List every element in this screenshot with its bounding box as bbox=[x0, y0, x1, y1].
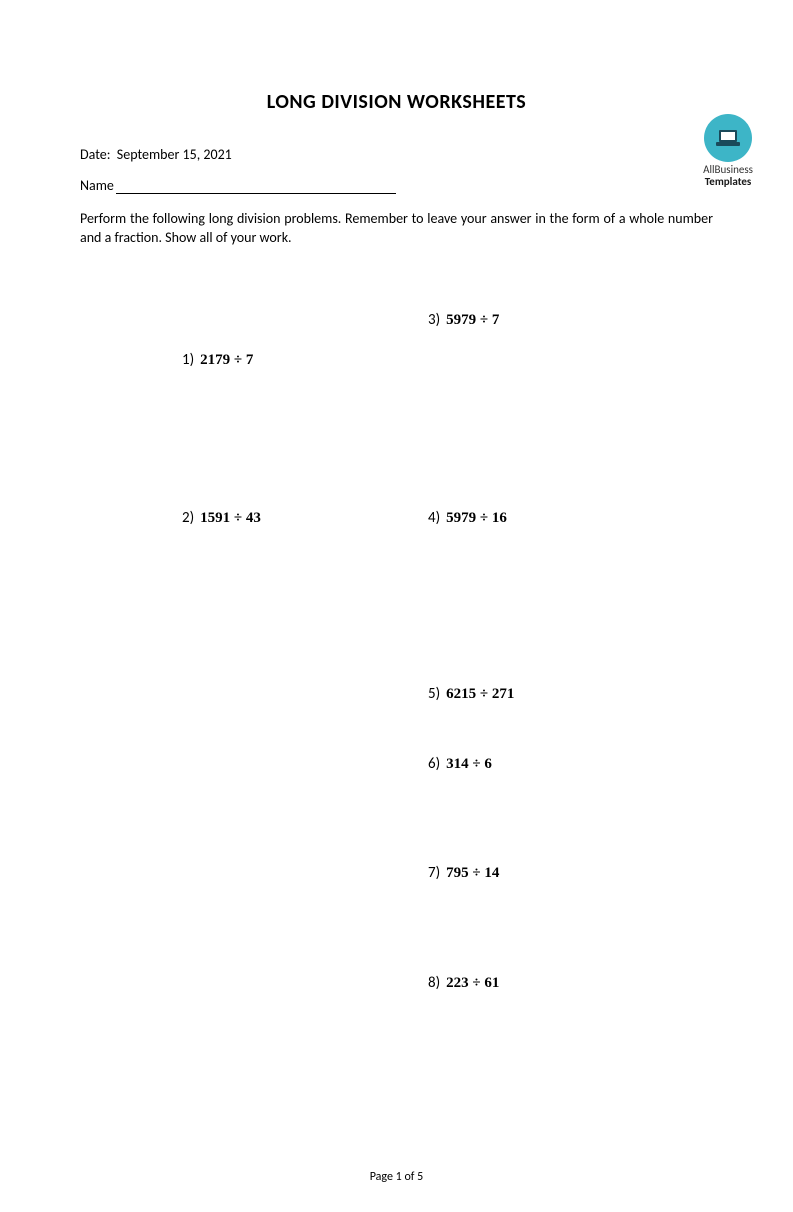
page-footer: Page 1 of 5 bbox=[0, 1170, 793, 1184]
problem-8: 8) 223 ÷ 61 bbox=[428, 974, 499, 992]
problem-expression: 5979 ÷ 16 bbox=[446, 510, 507, 526]
problem-number: 5) bbox=[428, 685, 440, 703]
logo-line1: AllBusiness bbox=[703, 163, 753, 176]
problem-number: 7) bbox=[428, 864, 440, 882]
date-value: September 15, 2021 bbox=[117, 146, 232, 163]
meta-section: Date: September 15, 2021 Name bbox=[80, 146, 713, 194]
problem-number: 4) bbox=[428, 509, 440, 527]
problem-number: 1) bbox=[182, 351, 194, 369]
problem-6: 6) 314 ÷ 6 bbox=[428, 755, 492, 773]
name-line: Name bbox=[80, 177, 713, 194]
problem-number: 3) bbox=[428, 311, 440, 329]
problem-expression: 314 ÷ 6 bbox=[446, 756, 492, 772]
problem-expression: 5979 ÷ 7 bbox=[446, 312, 499, 328]
logo-circle bbox=[704, 114, 752, 162]
problem-1: 1) 2179 ÷ 7 bbox=[182, 351, 253, 369]
page-title: LONG DIVISION WORKSHEETS bbox=[0, 90, 793, 114]
problem-number: 6) bbox=[428, 755, 440, 773]
laptop-icon bbox=[714, 128, 742, 148]
logo-text: AllBusinessTemplates bbox=[703, 164, 753, 188]
problem-expression: 1591 ÷ 43 bbox=[200, 510, 261, 526]
problems-area: 1) 2179 ÷ 7 2) 1591 ÷ 43 3) 5979 ÷ 7 4) 5979 ÷ … bbox=[0, 268, 793, 988]
problem-2: 2) 1591 ÷ 43 bbox=[182, 509, 261, 527]
problem-4: 4) 5979 ÷ 16 bbox=[428, 509, 507, 527]
logo-line2: Templates bbox=[705, 175, 752, 188]
problem-expression: 795 ÷ 14 bbox=[446, 865, 499, 881]
date-line: Date: September 15, 2021 bbox=[80, 146, 713, 163]
instructions: Perform the following long division prob… bbox=[80, 210, 713, 248]
problem-7: 7) 795 ÷ 14 bbox=[428, 864, 499, 882]
brand-logo: AllBusinessTemplates bbox=[703, 114, 753, 188]
name-input-line[interactable] bbox=[116, 180, 396, 194]
name-label: Name bbox=[80, 177, 114, 194]
problem-expression: 6215 ÷ 271 bbox=[446, 686, 514, 702]
problem-5: 5) 6215 ÷ 271 bbox=[428, 685, 514, 703]
problem-expression: 223 ÷ 61 bbox=[446, 975, 499, 991]
problem-number: 2) bbox=[182, 509, 194, 527]
date-label: Date: bbox=[80, 146, 110, 163]
problem-number: 8) bbox=[428, 974, 440, 992]
problem-expression: 2179 ÷ 7 bbox=[200, 352, 253, 368]
problem-3: 3) 5979 ÷ 7 bbox=[428, 311, 499, 329]
